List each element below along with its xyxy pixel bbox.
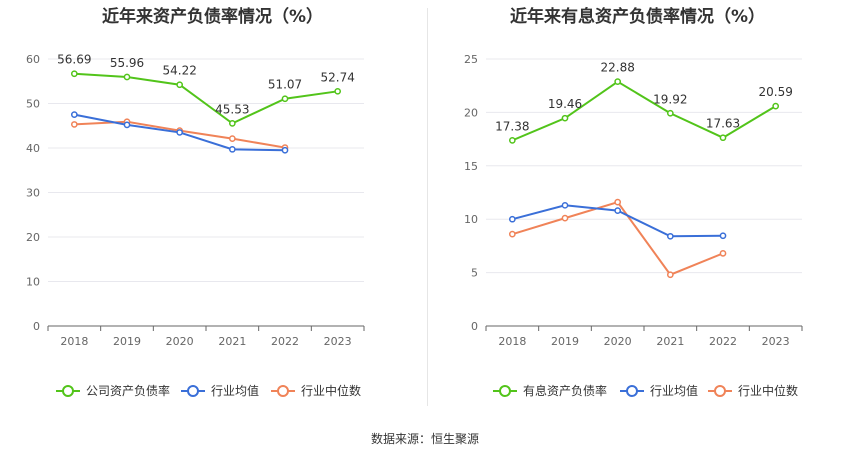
y-tick-label: 30 <box>26 187 40 200</box>
data-point <box>614 207 622 215</box>
data-label: 56.69 <box>57 53 91 67</box>
legend-label: 有息资产负债率 <box>523 383 607 398</box>
data-point <box>666 232 674 240</box>
data-label: 45.53 <box>215 102 249 116</box>
x-tick-label: 2019 <box>113 335 141 348</box>
data-point <box>176 129 184 136</box>
legend-label: 公司资产负债率 <box>86 383 170 398</box>
y-tick-label: 5 <box>471 267 478 280</box>
x-tick-label: 2020 <box>166 335 194 348</box>
data-point <box>561 201 569 209</box>
data-point <box>281 95 289 103</box>
legend-label: 行业中位数 <box>738 383 798 398</box>
x-tick-label: 2023 <box>324 335 352 348</box>
y-tick-label: 10 <box>464 213 478 226</box>
series-line <box>511 80 777 142</box>
legend-label: 行业中位数 <box>301 383 361 398</box>
data-label: 55.96 <box>110 56 144 70</box>
x-tick-label: 2023 <box>762 335 790 348</box>
data-label: 54.22 <box>162 64 196 78</box>
data-label: 17.38 <box>495 119 529 133</box>
chart-title: 近年来资产负债率情况（%） <box>101 7 324 27</box>
data-label: 22.88 <box>600 61 634 75</box>
y-tick-label: 20 <box>26 231 40 244</box>
chart-panel-right: 近年来有息资产负债率情况（%） 0 5 10 15 20 25 2018 2019 2020 20… <box>425 0 850 420</box>
data-point <box>508 137 516 144</box>
x-tick-label: 2018 <box>498 335 526 348</box>
data-point <box>228 145 236 153</box>
data-label: 51.07 <box>268 78 302 92</box>
y-tick-label: 10 <box>26 276 40 289</box>
data-point <box>123 121 131 129</box>
data-point <box>334 87 342 95</box>
y-tick-label: 0 <box>33 320 40 333</box>
legend-marker <box>277 385 289 397</box>
data-point <box>719 134 727 142</box>
x-tick-label: 2020 <box>604 335 632 348</box>
chart-panel-left: 近年来资产负债率情况（%） 0 10 20 30 40 50 60 2018 2019 2020 2… <box>0 0 425 420</box>
data-label: 19.46 <box>548 97 582 111</box>
data-point <box>719 250 727 257</box>
legend-marker <box>187 385 199 397</box>
data-point <box>561 114 569 122</box>
data-label: 52.74 <box>320 70 354 84</box>
data-point <box>70 121 78 128</box>
data-point <box>719 232 727 240</box>
data-point <box>508 215 516 223</box>
y-tick-label: 20 <box>464 106 478 119</box>
data-point <box>228 120 236 127</box>
data-point <box>561 214 569 222</box>
y-tick-label: 0 <box>471 320 478 333</box>
debt-ratio-chart: 0 10 20 30 40 50 60 2018 2019 2020 2021 2022 2023 56.… <box>26 53 365 398</box>
legend-marker <box>626 385 638 397</box>
y-tick-label: 25 <box>464 53 478 66</box>
data-point <box>70 111 78 118</box>
legend-marker <box>499 385 511 397</box>
legend-marker <box>62 385 74 397</box>
data-point <box>666 271 674 279</box>
x-tick-label: 2022 <box>271 335 299 348</box>
x-tick-label: 2022 <box>709 335 737 348</box>
data-point <box>614 198 622 206</box>
y-tick-label: 60 <box>26 53 40 66</box>
data-point <box>281 146 289 154</box>
series-line <box>74 72 338 125</box>
y-tick-label: 40 <box>26 142 40 155</box>
data-point <box>228 135 236 143</box>
x-tick-label: 2018 <box>60 335 88 348</box>
legend-marker <box>714 385 726 397</box>
x-tick-label: 2019 <box>551 335 579 348</box>
data-source: 数据来源：恒生聚源 <box>370 432 479 446</box>
data-point <box>772 102 780 110</box>
data-point <box>666 109 674 117</box>
data-point <box>508 230 516 238</box>
data-label: 17.63 <box>706 117 740 131</box>
data-point <box>614 78 622 85</box>
data-point <box>176 81 184 89</box>
legend-label: 行业均值 <box>211 383 259 398</box>
legend-label: 行业均值 <box>650 383 698 398</box>
data-label: 20.59 <box>758 85 792 99</box>
data-point <box>123 73 131 81</box>
x-tick-label: 2021 <box>218 335 246 348</box>
data-label: 19.92 <box>653 92 687 106</box>
panel-divider <box>427 8 428 406</box>
chart-title: 近年来有息资产负债率情况（%） <box>509 7 766 27</box>
interest-debt-ratio-chart: 0 5 10 15 20 25 2018 2019 2020 2021 2022 2023 17.38 1… <box>464 53 803 398</box>
y-tick-label: 50 <box>26 98 40 111</box>
x-tick-label: 2021 <box>656 335 684 348</box>
data-point <box>70 70 78 78</box>
y-tick-label: 15 <box>464 160 478 173</box>
